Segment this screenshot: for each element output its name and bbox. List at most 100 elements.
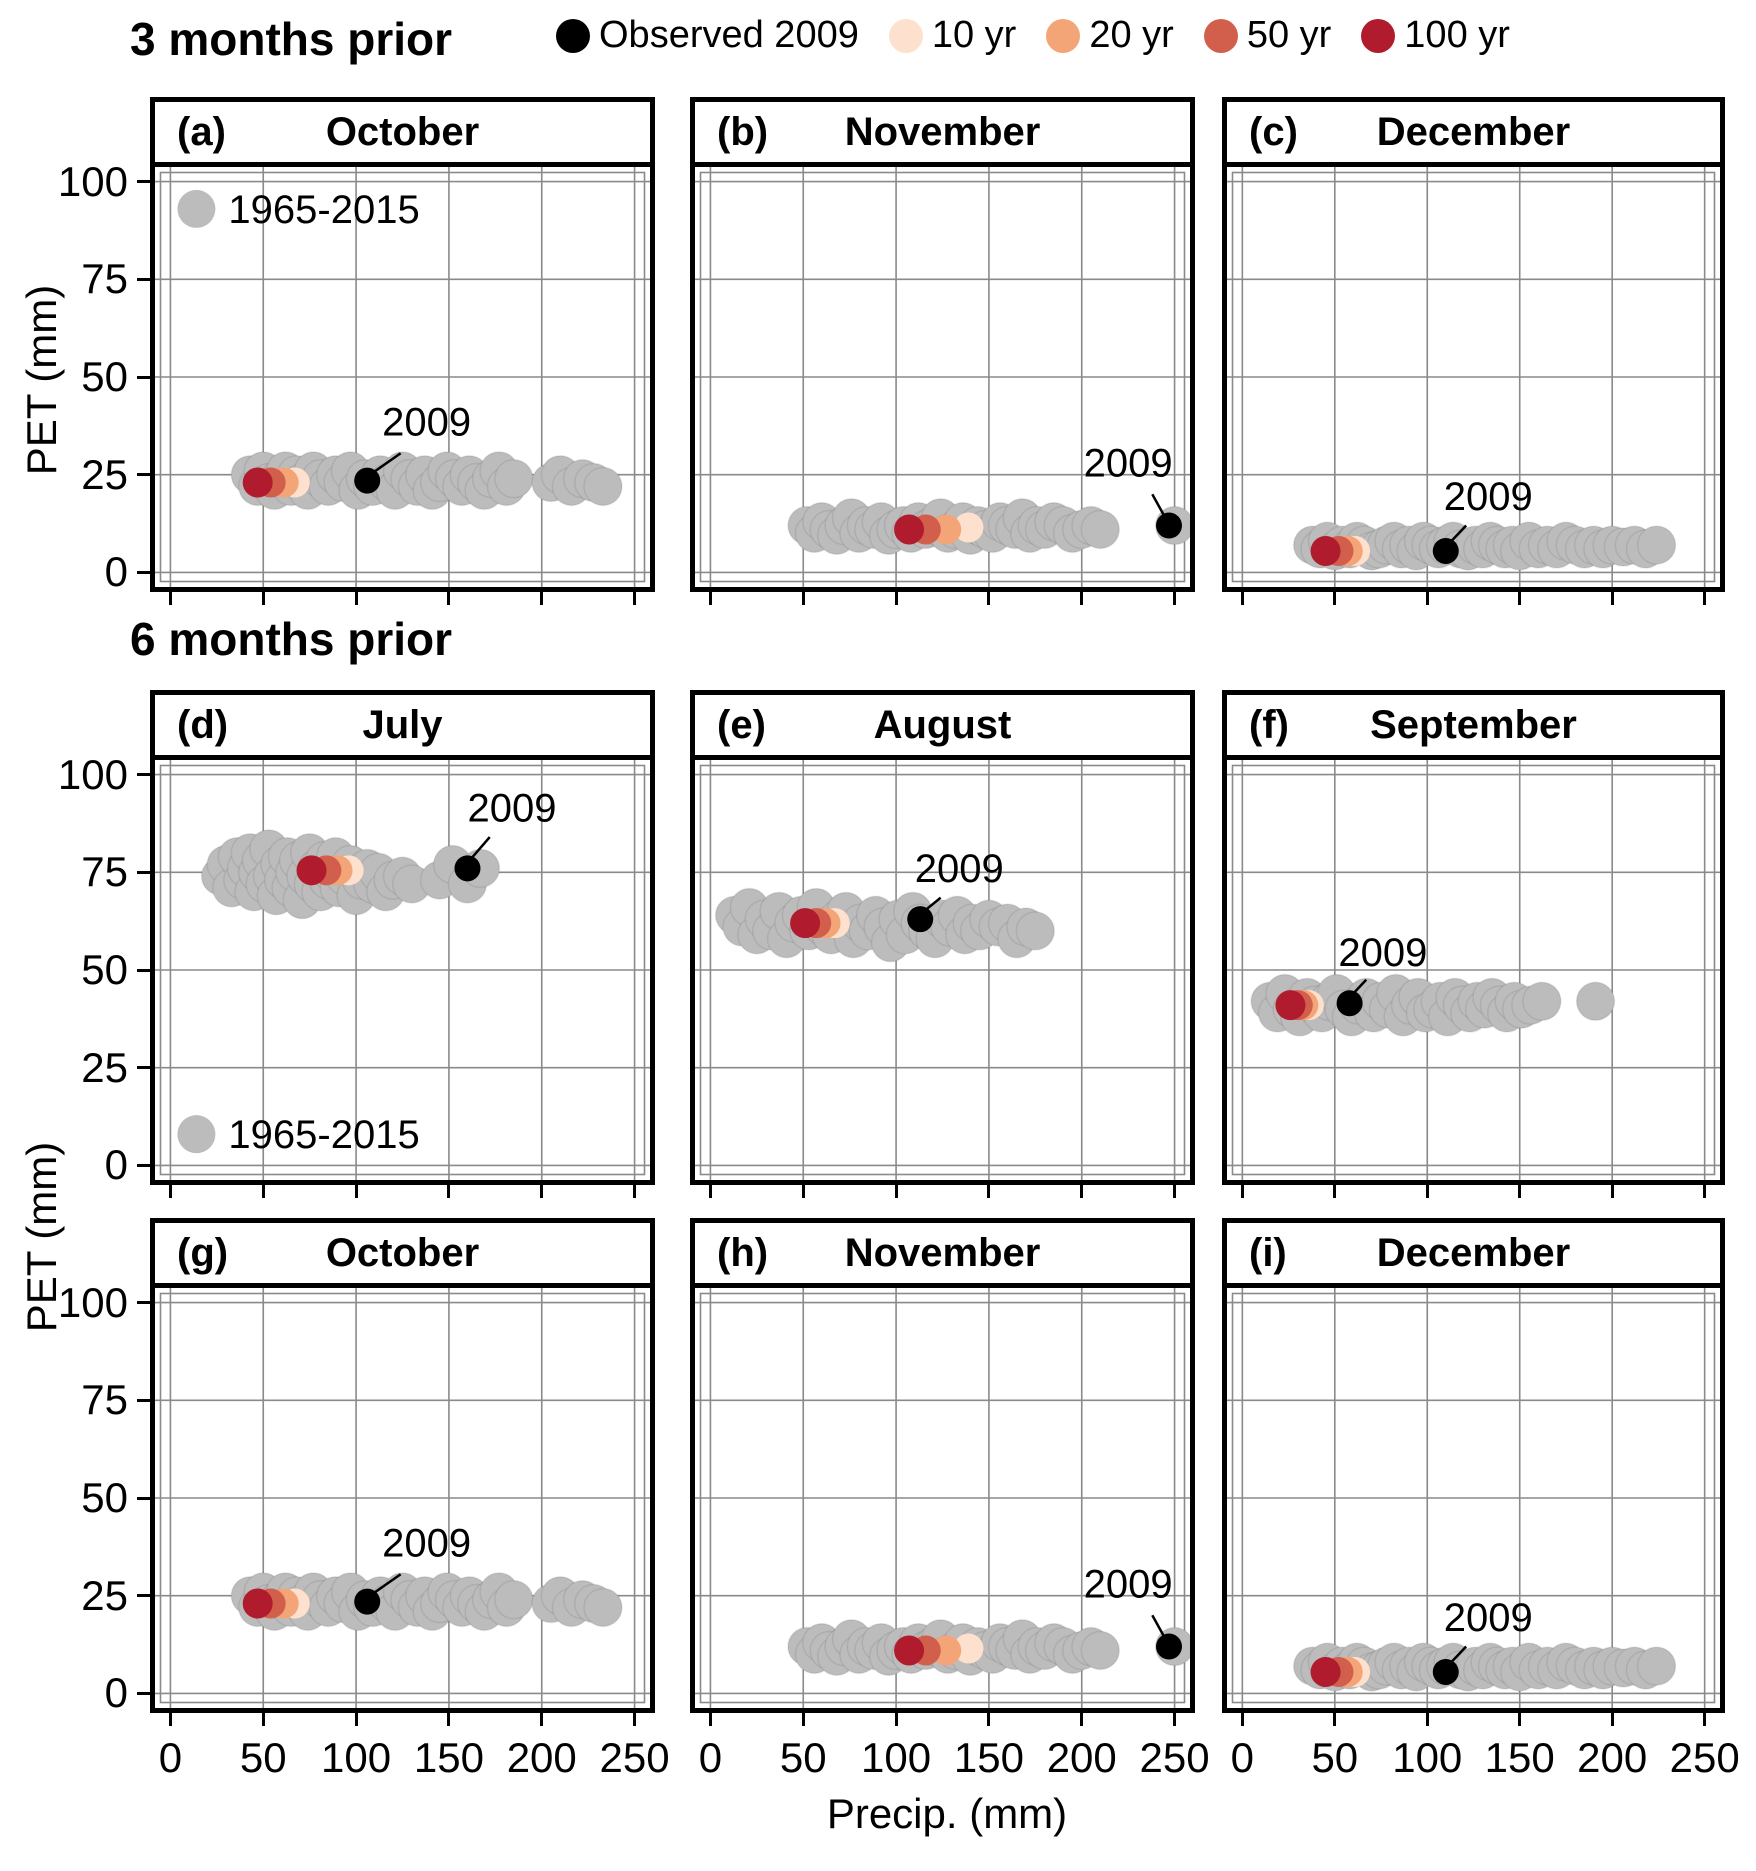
observed-2009-point	[1336, 990, 1363, 1017]
x-tick-mark	[1173, 1185, 1177, 1198]
y-tick-mark	[137, 1301, 150, 1305]
y-tick-label: 0	[104, 1669, 128, 1717]
x-tick-label: 100	[861, 1734, 932, 1781]
panel-month-title: November	[844, 109, 1041, 154]
x-tick-mark	[540, 1713, 544, 1726]
x-tick-mark	[633, 1713, 637, 1726]
panel-border	[1222, 162, 1725, 592]
x-axis-title: Precip. (mm)	[826, 1790, 1068, 1837]
panel-month-title: December	[1376, 1230, 1571, 1275]
x-tick-mark	[1610, 592, 1614, 605]
historical-point	[583, 466, 623, 507]
x-tick-mark	[1703, 592, 1707, 605]
y-tick-label: 25	[81, 450, 128, 498]
return-period-point-100yr	[894, 514, 925, 545]
panel-plot-g: 2009	[150, 1283, 655, 1713]
x-tick-label: 250	[599, 1734, 670, 1781]
annotation-pointer-line	[372, 1573, 402, 1595]
historical-point	[1080, 509, 1121, 550]
historical-point	[1636, 1646, 1677, 1686]
x-tick-label: 150	[953, 1734, 1024, 1781]
panel-letter: (g)	[177, 1230, 229, 1275]
x-tick-mark	[354, 1713, 358, 1726]
x-tick-mark	[987, 1713, 991, 1726]
x-tick-mark	[1333, 1185, 1337, 1198]
panel-letter: (e)	[717, 702, 766, 747]
legend-item-10yr: 10 yr	[888, 14, 1017, 57]
y-tick-label: 50	[81, 1474, 128, 1521]
x-tick-mark	[1173, 1713, 1177, 1726]
return-period-point-100yr	[296, 855, 327, 886]
annotation-2009-label: 2009	[1084, 1563, 1173, 1607]
observed-2009-point	[907, 906, 934, 933]
return-period-point-100yr	[1310, 1656, 1341, 1687]
x-tick-mark	[894, 1185, 898, 1198]
y-tick-label: 100	[57, 750, 128, 798]
annotation-2009-label: 2009	[1444, 475, 1533, 519]
legend-item-observed-2009: Observed 2009	[556, 14, 859, 57]
x-tick-mark	[1240, 1185, 1244, 1198]
panel-month-title: October	[325, 109, 480, 154]
legend: Observed 2009 10 yr 20 yr 50 yr 100 yr	[556, 14, 1510, 57]
y-tick-label: 25	[81, 1043, 128, 1091]
legend-item-50yr: 50 yr	[1203, 14, 1331, 57]
observed-2009-point	[454, 855, 481, 882]
historical-point	[494, 1579, 534, 1620]
x-tick-label: 50	[779, 1734, 827, 1781]
panel-month-title: November	[844, 1230, 1041, 1275]
legend-item-20yr: 20 yr	[1046, 14, 1174, 57]
20yr-dot-icon	[1046, 18, 1081, 53]
inset-legend-label: 1965-2015	[228, 188, 419, 232]
y-tick-mark	[137, 570, 150, 574]
observed-2009-point	[1156, 1633, 1183, 1660]
y-tick-mark	[137, 473, 150, 477]
historical-point	[1636, 525, 1677, 565]
section-title-3-months-prior: 3 months prior	[130, 13, 453, 65]
annotation-pointer-line	[1151, 1614, 1167, 1640]
return-period-point-10yr	[953, 1633, 984, 1664]
y-tick-mark	[137, 870, 150, 874]
x-tick-mark	[708, 1185, 712, 1198]
x-tick-mark	[354, 1185, 358, 1198]
x-tick-mark	[354, 592, 358, 605]
x-tick-mark	[447, 1713, 451, 1726]
x-tick-mark	[168, 1713, 172, 1726]
historical-point	[1015, 911, 1056, 951]
50yr-dot-icon	[1203, 18, 1238, 53]
x-tick-mark	[1610, 1185, 1614, 1198]
historical-point	[1575, 981, 1616, 1022]
x-tick-label: 200	[1046, 1734, 1117, 1781]
panel-border	[150, 1283, 655, 1713]
section-title-6-months-prior: 6 months prior	[130, 613, 453, 665]
return-period-point-100yr	[1275, 990, 1306, 1021]
gridline-inset-box	[699, 764, 1186, 1176]
x-tick-mark	[1173, 592, 1177, 605]
x-tick-mark	[1425, 1713, 1429, 1726]
panel-border	[1222, 1283, 1725, 1713]
y-tick-mark	[137, 1398, 150, 1402]
x-tick-mark	[1425, 1185, 1429, 1198]
panel-header-july: (d) July	[150, 690, 655, 760]
historical-point	[1522, 981, 1562, 1022]
x-tick-mark	[261, 1185, 265, 1198]
gridline-inset-box	[699, 171, 1186, 583]
inset-legend-dot-icon	[177, 189, 216, 228]
y-tick-mark	[137, 968, 150, 972]
panel-letter: (i)	[1249, 1230, 1287, 1275]
return-period-point-100yr	[242, 467, 273, 498]
panel-header-november: (h) November	[690, 1218, 1195, 1288]
x-tick-mark	[1240, 1713, 1244, 1726]
annotation-2009-label: 2009	[1084, 442, 1173, 486]
y-tick-label: 50	[81, 353, 128, 400]
legend-label: 10 yr	[931, 14, 1017, 56]
panel-letter: (h)	[717, 1230, 769, 1275]
x-tick-label: 50	[1311, 1734, 1359, 1781]
panel-letter: (a)	[177, 109, 226, 154]
panel-border	[150, 162, 655, 592]
y-tick-label: 0	[104, 1141, 128, 1189]
historical-point	[583, 1587, 623, 1628]
gridline-inset-box	[699, 1292, 1186, 1704]
panel-border	[690, 1283, 1195, 1713]
panel-month-title: July	[362, 702, 443, 747]
annotation-pointer-line	[923, 896, 942, 913]
